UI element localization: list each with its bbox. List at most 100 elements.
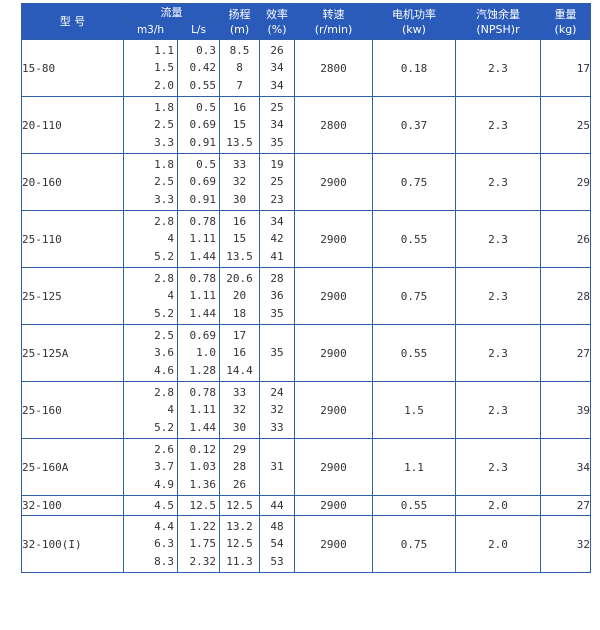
table-row: 32-100(I) 4.4 6.3 8.3 1.22 1.75 2.32 13.2 12.5 11… [21,515,591,573]
flow-m3h-cell-value: 2.8 [154,214,174,228]
header-power-label: 电机功率 [392,7,436,21]
flow-ls-cell-value: 0.69 [189,118,217,132]
flow-m3h-cell-value: 2.6 [154,442,174,456]
efficiency-cell: 28 36 35 [259,267,295,325]
head-cell-value: 13.5 [226,249,253,263]
efficiency-cell-value: 34 [270,118,284,132]
speed-cell: 2900 [294,210,373,268]
header-npsh: 汽蚀余量 (NPSH)r [455,3,541,40]
weight-cell: 25 [540,96,591,154]
header-flow-m3h: m3/h [123,21,178,40]
model-cell: 20-110 [21,96,124,154]
power-cell: 0.18 [372,39,456,97]
weight-cell: 32 [540,515,591,573]
model-cell: 25-160A [21,438,124,496]
npsh-cell: 2.3 [455,153,541,211]
speed-cell: 2800 [294,39,373,97]
efficiency-cell-value: 25 [270,175,284,189]
header-weight-unit: (kg) [554,22,577,36]
weight-cell: 34 [540,438,591,496]
flow-m3h-cell: 4.5 [123,495,178,516]
head-cell-value: 15 [232,232,247,246]
efficiency-cell-value: 34 [270,78,284,92]
flow-ls-cell-value: 1.11 [189,289,217,303]
head-cell-value: 29 [232,442,247,456]
weight-cell: 26 [540,210,591,268]
flow-ls-cell-value: 0.5 [196,100,216,114]
efficiency-cell-value: 35 [270,306,284,320]
flow-ls-cell-value: 0.91 [189,192,217,206]
head-cell: 17 16 14.4 [219,324,260,382]
flow-ls-cell-value: 1.44 [189,420,217,434]
efficiency-cell-value: 35 [270,346,284,360]
head-cell-value: 7 [236,78,243,92]
head-cell: 13.2 12.5 11.3 [219,515,260,573]
power-cell: 1.5 [372,381,456,439]
flow-m3h-cell-value: 4 [167,403,174,417]
flow-m3h-cell-value: 1.8 [154,157,174,171]
head-cell-value: 18 [232,306,247,320]
head-cell-value: 26 [232,477,247,491]
weight-cell: 27 [540,324,591,382]
efficiency-cell-value: 32 [270,403,284,417]
head-cell: 33 32 30 [219,381,260,439]
efficiency-cell-value: 34 [270,61,284,75]
flow-ls-cell-value: 1.44 [189,249,217,263]
head-cell: 29 28 26 [219,438,260,496]
flow-ls-cell-value: 1.11 [189,232,217,246]
efficiency-cell-value: 28 [270,271,284,285]
speed-cell: 2900 [294,515,373,573]
weight-cell: 39 [540,381,591,439]
flow-m3h-cell-value: 6.3 [154,537,174,551]
header-power-unit: (kw) [402,22,426,36]
efficiency-cell-value: 24 [270,385,284,399]
flow-ls-cell-value: 0.3 [196,43,216,57]
flow-ls-cell: 0.69 1.0 1.28 [177,324,220,382]
efficiency-cell-value: 25 [270,100,284,114]
flow-m3h-cell-value: 4 [167,232,174,246]
header-speed-unit: (r/min) [314,22,353,36]
head-cell-value: 32 [232,175,247,189]
head-cell-value: 20.6 [226,271,253,285]
flow-m3h-cell-value: 3.3 [154,192,174,206]
efficiency-cell-value: 35 [270,135,284,149]
efficiency-cell-value: 48 [270,519,284,533]
head-cell-value: 33 [232,385,247,399]
flow-ls-cell-value: 1.28 [189,363,217,377]
speed-cell: 2900 [294,153,373,211]
head-cell-value: 30 [232,420,247,434]
head-cell-value: 8 [236,61,243,75]
head-cell: 12.5 [219,495,260,516]
header-speed-label: 转速 [322,7,345,21]
efficiency-cell-value: 26 [270,43,284,57]
flow-ls-cell-value: 0.78 [189,214,217,228]
flow-m3h-cell-value: 5.2 [154,306,174,320]
npsh-cell: 2.3 [455,381,541,439]
efficiency-cell: 48 54 53 [259,515,295,573]
efficiency-cell-value: 31 [270,460,284,474]
flow-ls-cell-value: 1.03 [189,460,217,474]
flow-m3h-cell-value: 2.5 [154,118,174,132]
flow-m3h-cell-value: 4.5 [154,498,174,512]
flow-m3h-cell-value: 2.5 [154,328,174,342]
npsh-cell: 2.3 [455,438,541,496]
efficiency-cell-value: 33 [270,420,284,434]
efficiency-cell-value: 54 [270,537,284,551]
flow-ls-cell: 0.3 0.42 0.55 [177,39,220,97]
flow-ls-cell-value: 0.42 [189,61,217,75]
speed-cell: 2900 [294,495,373,516]
flow-m3h-cell-value: 4.9 [154,477,174,491]
npsh-cell: 2.3 [455,39,541,97]
head-cell-value: 28 [232,460,247,474]
header-flow: 流量 [123,3,220,22]
efficiency-cell-value: 41 [270,249,284,263]
speed-cell: 2900 [294,324,373,382]
flow-ls-cell-value: 0.5 [196,157,216,171]
flow-ls-cell-value: 1.11 [189,403,217,417]
efficiency-cell: 19 25 23 [259,153,295,211]
power-cell: 1.1 [372,438,456,496]
flow-ls-cell: 0.78 1.11 1.44 [177,267,220,325]
head-cell-value: 14.4 [226,363,253,377]
weight-cell: 29 [540,153,591,211]
table-row: 15-80 1.1 1.5 2.0 0.3 0.42 0.55 8.5 8 7 26 34 34 2800… [21,39,591,97]
